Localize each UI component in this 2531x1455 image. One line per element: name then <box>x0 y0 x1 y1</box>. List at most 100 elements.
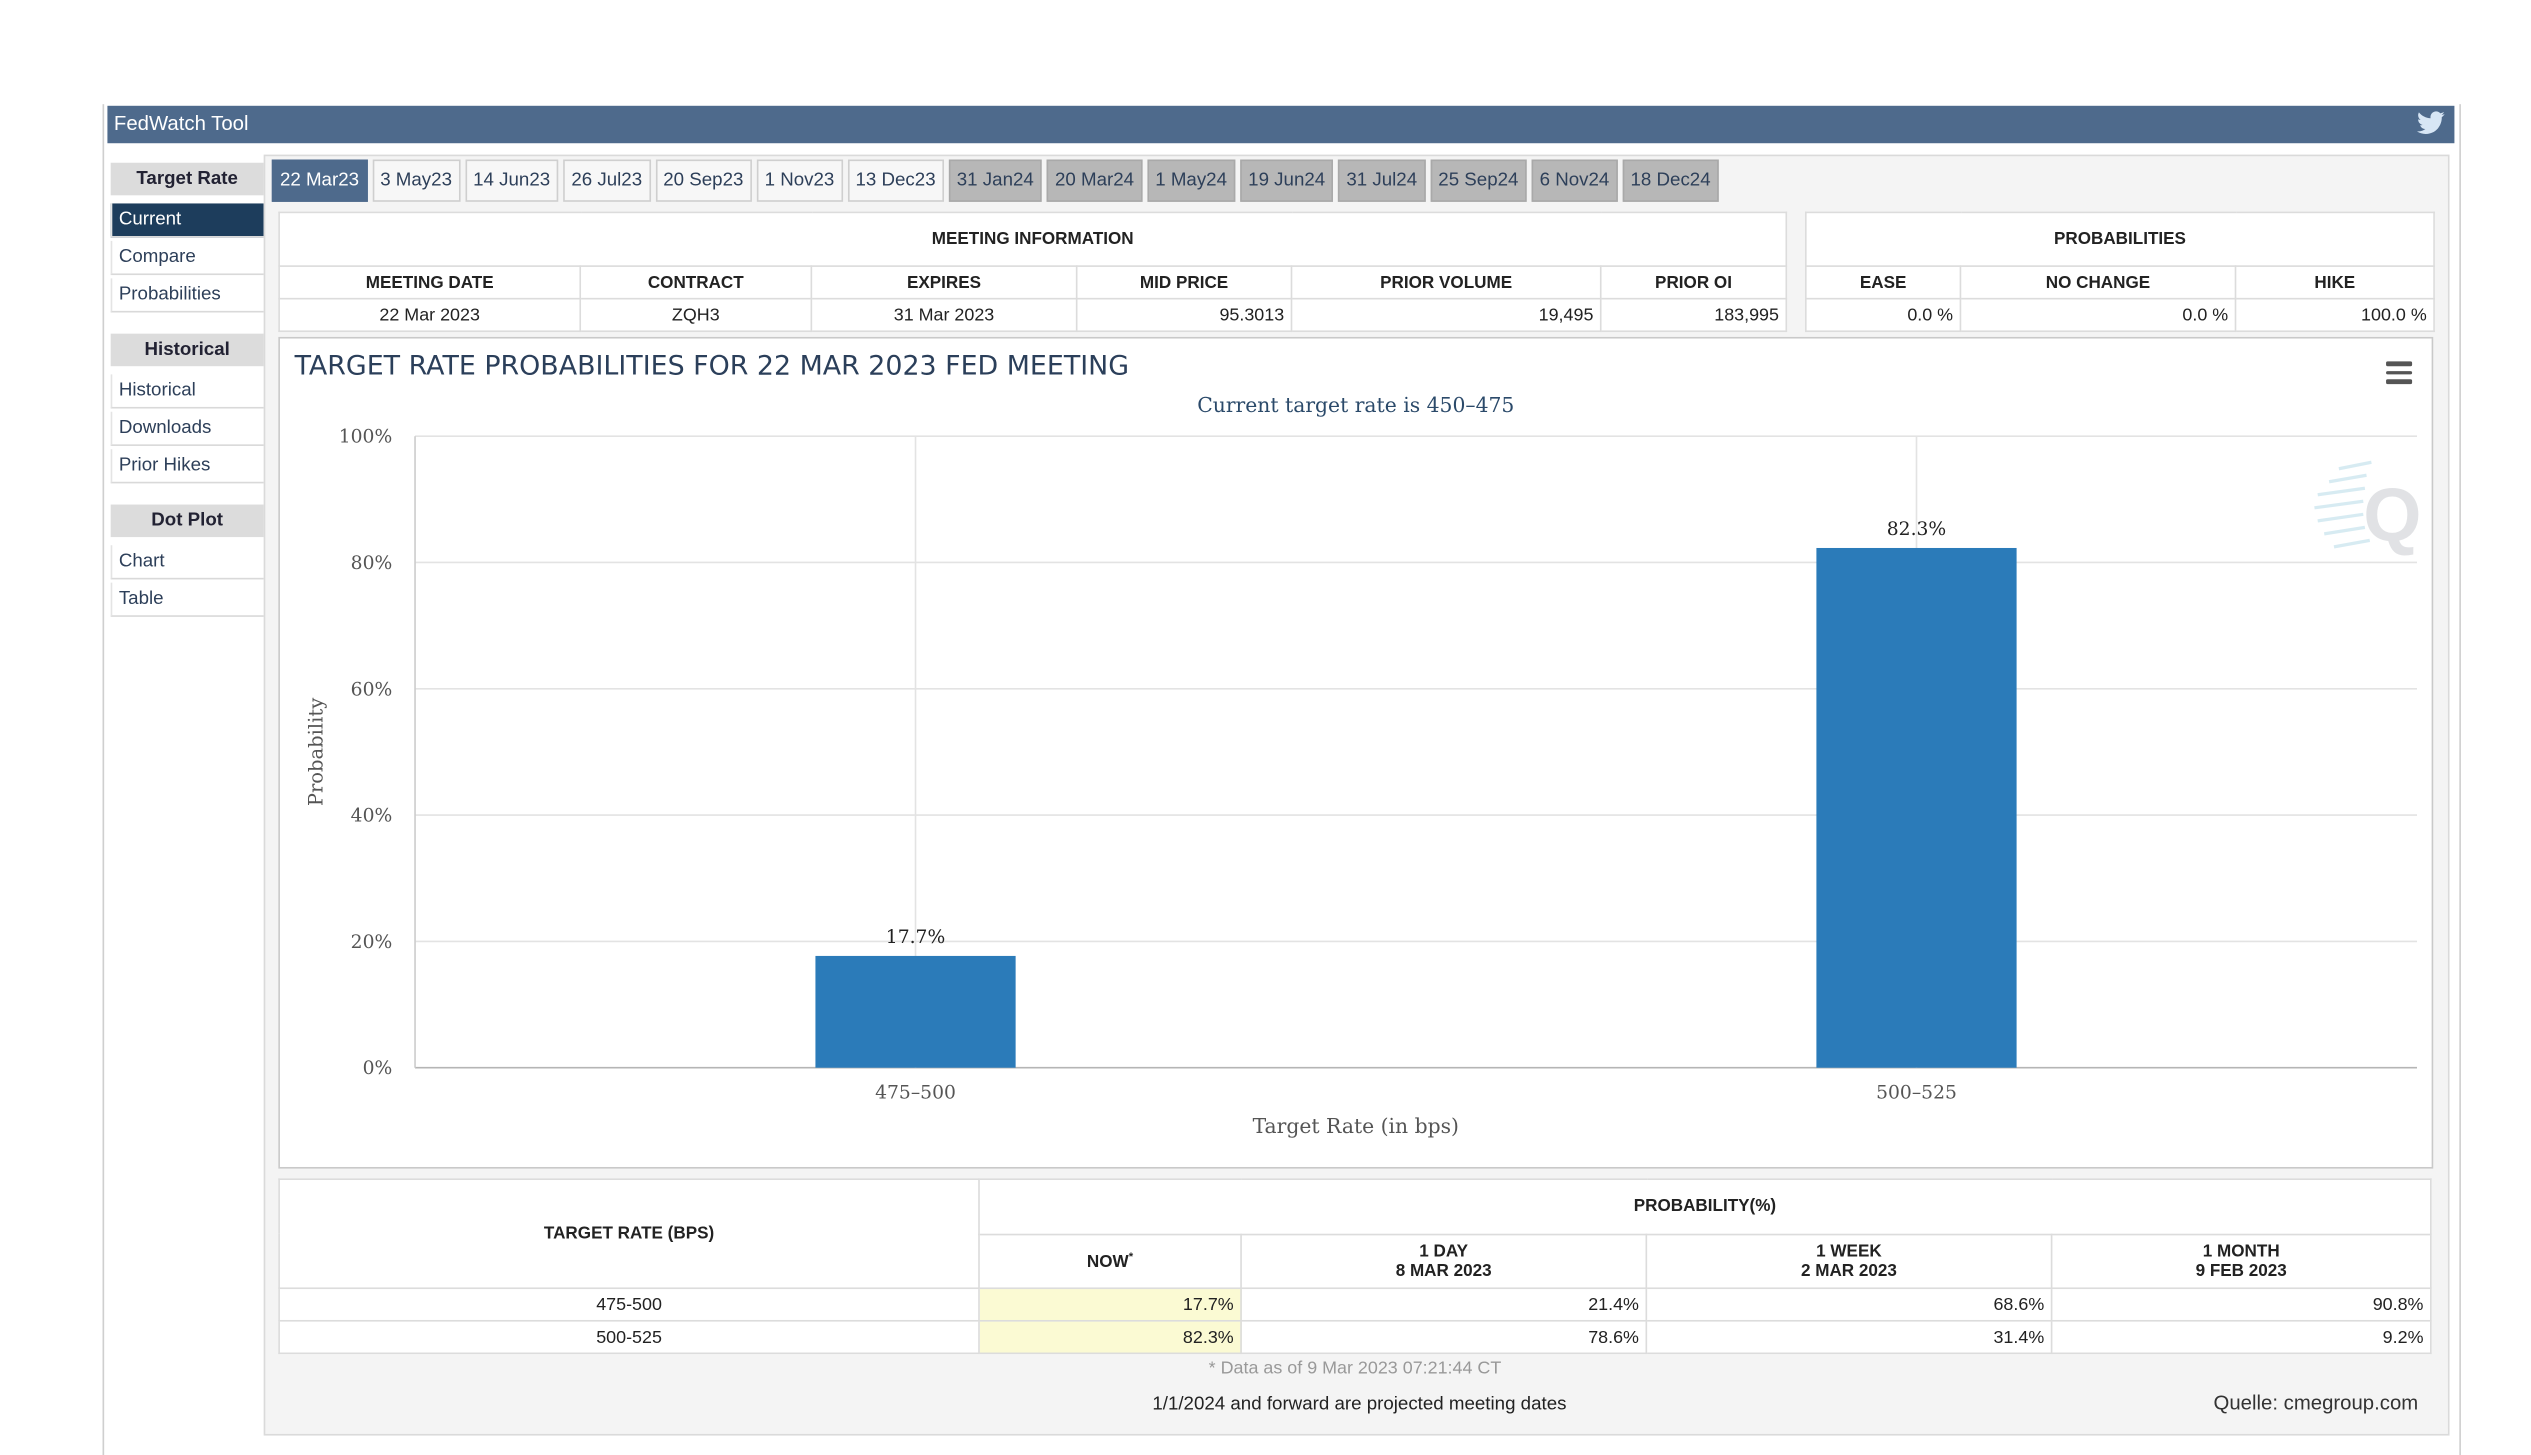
col-prior-oi: PRIOR OI <box>1599 265 1788 300</box>
bar-value-label: 17.7% <box>886 927 945 948</box>
col-1-day-label: 1 DAY <box>1419 1241 1469 1261</box>
data-timestamp-note: * Data as of 9 Mar 2023 07:21:44 CT <box>278 1354 2432 1386</box>
col-meeting-date: MEETING DATE <box>278 265 582 300</box>
probability-chart: TARGET RATE PROBABILITIES FOR 22 MAR 202… <box>294 350 2422 1138</box>
col-1-day-date: 8 MAR 2023 <box>1395 1260 1492 1281</box>
one-week-cell: 68.6% <box>1645 1287 2053 1322</box>
col-ease: EASE <box>1805 265 1962 300</box>
one-day-cell: 78.6% <box>1240 1319 1648 1355</box>
probability-history-table: TARGET RATE (BPS) PROBABILITY(%) NOW* 1 … <box>278 1178 2432 1355</box>
col-contract: CONTRACT <box>579 265 813 300</box>
tab-meeting[interactable]: 22 Mar23 <box>271 159 368 202</box>
sidebar-item-compare[interactable]: Compare <box>110 240 264 276</box>
sidebar-heading-target-rate: Target Rate <box>110 162 264 196</box>
col-expires: EXPIRES <box>810 265 1078 300</box>
meeting-date-value: 22 Mar 2023 <box>278 297 582 333</box>
now-cell: 17.7% <box>978 1287 1242 1322</box>
prior-volume-value: 19,495 <box>1290 297 1602 333</box>
bar <box>815 955 1016 1068</box>
col-no-change: NO CHANGE <box>1959 265 2237 300</box>
probabilities-caption: PROBABILITIES <box>1805 211 2435 267</box>
col-1-week-label: 1 WEEK <box>1816 1241 1882 1261</box>
sidebar-item-chart[interactable]: Chart <box>110 545 264 580</box>
y-tick-label: 80% <box>351 553 393 574</box>
projected-dates-note: 1/1/2024 and forward are projected meeti… <box>1152 1394 1567 1415</box>
tab-meeting-projected[interactable]: 31 Jul24 <box>1338 159 1426 202</box>
table-row: 475-500 17.7% 21.4% 68.6% 90.8% <box>278 1287 2432 1322</box>
tab-meeting-projected[interactable]: 25 Sep24 <box>1430 159 1527 202</box>
tab-meeting[interactable]: 20 Sep23 <box>655 159 752 202</box>
col-1-week-date: 2 MAR 2023 <box>1800 1260 1897 1281</box>
col-prior-volume: PRIOR VOLUME <box>1290 265 1602 300</box>
bar-value-label: 82.3% <box>1887 519 1946 540</box>
mid-price-value: 95.3013 <box>1075 297 1293 333</box>
sidebar-item-prior-hikes[interactable]: Prior Hikes <box>110 449 264 484</box>
tab-meeting[interactable]: 1 Nov23 <box>756 159 843 202</box>
probabilities-table: PROBABILITIES EASE NO CHANGE HIKE 0.0 % … <box>1805 211 2435 333</box>
sidebar-item-table[interactable]: Table <box>110 582 264 617</box>
col-1-day: 1 DAY 8 MAR 2023 <box>1240 1232 1648 1290</box>
twitter-icon[interactable] <box>2416 111 2445 135</box>
svg-text:Q: Q <box>2363 472 2421 556</box>
tab-meeting-projected[interactable]: 31 Jan24 <box>948 159 1042 202</box>
sidebar-item-probabilities[interactable]: Probabilities <box>110 278 264 313</box>
tab-meeting-projected[interactable]: 18 Dec24 <box>1622 159 1719 202</box>
tab-meeting-projected[interactable]: 20 Mar24 <box>1046 159 1143 202</box>
y-tick-label: 60% <box>351 679 393 700</box>
x-tick-label: 500–525 <box>1876 1083 1957 1104</box>
y-tick-label: 40% <box>351 806 393 827</box>
sidebar: Target Rate Current Compare Probabilitie… <box>110 162 264 620</box>
tab-meeting[interactable]: 14 Jun23 <box>465 159 559 202</box>
no-change-value: 0.0 % <box>1959 297 2237 333</box>
meeting-info-table: MEETING INFORMATION MEETING DATE CONTRAC… <box>278 211 1788 333</box>
sidebar-item-historical[interactable]: Historical <box>110 374 264 409</box>
col-target-rate: TARGET RATE (BPS) <box>278 1178 980 1290</box>
one-month-cell: 9.2% <box>2050 1319 2432 1355</box>
table-row: 500-525 82.3% 78.6% 31.4% 9.2% <box>278 1319 2432 1355</box>
quikstrike-logo: Q <box>2314 460 2422 556</box>
y-axis-label: Probability <box>304 698 327 806</box>
x-tick-label: 475–500 <box>875 1083 956 1104</box>
sidebar-item-current[interactable]: Current <box>110 203 264 238</box>
tab-meeting-projected[interactable]: 19 Jun24 <box>1240 159 1334 202</box>
tab-meeting-projected[interactable]: 1 May24 <box>1147 159 1236 202</box>
tab-meeting[interactable]: 13 Dec23 <box>847 159 944 202</box>
prior-oi-value: 183,995 <box>1599 297 1788 333</box>
expires-value: 31 Mar 2023 <box>810 297 1078 333</box>
chart-subtitle: Current target rate is 450–475 <box>1197 393 1514 417</box>
col-1-month-date: 9 FEB 2023 <box>2195 1260 2287 1281</box>
ease-value: 0.0 % <box>1805 297 1962 333</box>
bar <box>1816 547 2017 1068</box>
col-probability: PROBABILITY(%) <box>978 1178 2432 1235</box>
sidebar-item-downloads[interactable]: Downloads <box>110 411 264 446</box>
y-tick-label: 20% <box>351 932 393 953</box>
x-axis-label: Target Rate (in bps) <box>1253 1114 1459 1138</box>
col-now: NOW* <box>978 1232 1242 1290</box>
col-1-week: 1 WEEK 2 MAR 2023 <box>1645 1232 2053 1290</box>
y-tick-label: 0% <box>363 1058 393 1079</box>
col-now-asterisk: * <box>1128 1250 1134 1263</box>
tab-meeting[interactable]: 26 Jul23 <box>563 159 651 202</box>
one-day-cell: 21.4% <box>1240 1287 1648 1322</box>
one-week-cell: 31.4% <box>1645 1319 2053 1355</box>
sidebar-heading-historical: Historical <box>110 333 264 367</box>
tab-meeting[interactable]: 3 May23 <box>372 159 461 202</box>
col-mid-price: MID PRICE <box>1075 265 1293 300</box>
meeting-tabs: 22 Mar23 3 May23 14 Jun23 26 Jul23 20 Se… <box>271 159 1719 202</box>
contract-value: ZQH3 <box>579 297 813 333</box>
chart-menu-icon[interactable] <box>2386 361 2413 384</box>
title-bar: FedWatch Tool <box>107 105 2455 144</box>
col-hike: HIKE <box>2234 265 2435 300</box>
col-1-month: 1 MONTH 9 FEB 2023 <box>2050 1232 2432 1290</box>
col-now-label: NOW <box>1086 1251 1129 1272</box>
rate-cell: 475-500 <box>278 1287 980 1322</box>
source-credit: Quelle: cmegroup.com <box>2213 1391 2419 1415</box>
y-tick-label: 100% <box>339 427 392 448</box>
meeting-info-caption: MEETING INFORMATION <box>278 211 1788 267</box>
one-month-cell: 90.8% <box>2050 1287 2432 1322</box>
col-1-month-label: 1 MONTH <box>2202 1241 2280 1261</box>
hike-value: 100.0 % <box>2234 297 2435 333</box>
tab-meeting-projected[interactable]: 6 Nov24 <box>1531 159 1618 202</box>
rate-cell: 500-525 <box>278 1319 980 1355</box>
now-cell: 82.3% <box>978 1319 1242 1355</box>
